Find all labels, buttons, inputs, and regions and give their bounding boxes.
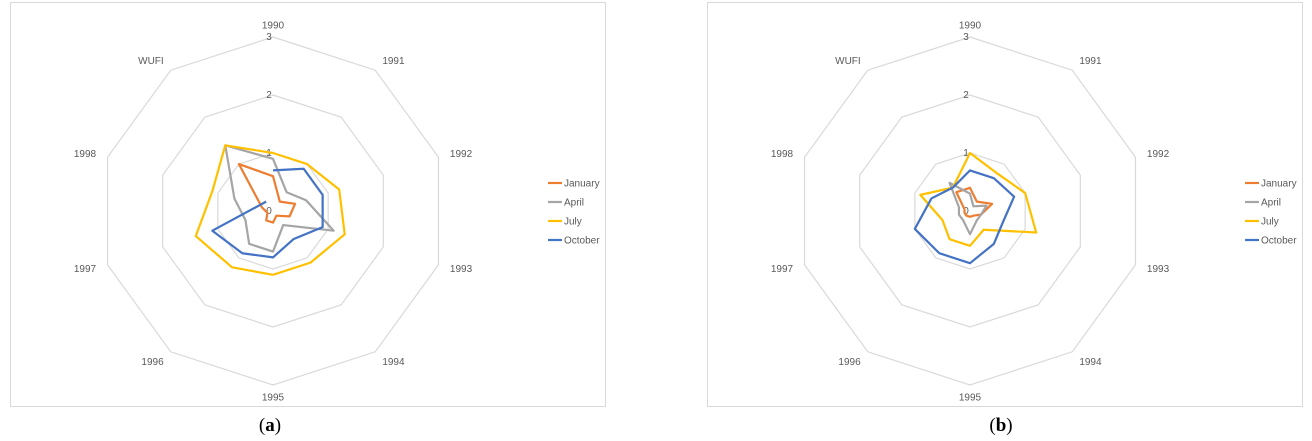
caption-a-open: ( bbox=[258, 415, 266, 436]
grid-ring-3 bbox=[106, 36, 440, 386]
category-label: WUFI bbox=[835, 56, 861, 67]
category-label: WUFI bbox=[138, 56, 164, 67]
series-line-january bbox=[237, 162, 297, 224]
series-line-july bbox=[919, 151, 1038, 247]
series-line-january bbox=[955, 186, 994, 218]
category-label: 1994 bbox=[1079, 357, 1102, 368]
series-line-october bbox=[913, 169, 1016, 265]
category-label: 1992 bbox=[450, 149, 473, 160]
caption-b-open: ( bbox=[989, 415, 996, 436]
legend-label-october: October bbox=[564, 236, 600, 247]
category-label: 1991 bbox=[1079, 56, 1102, 67]
radar-chart-b: 0 1 2 3 1990 1991 1992 1993 1994 1995 1996 1997 1998… bbox=[707, 2, 1303, 407]
series-line-april bbox=[224, 144, 335, 253]
r-tick-label: 0 bbox=[963, 206, 969, 217]
category-label: 1996 bbox=[838, 357, 861, 368]
category-label: 1997 bbox=[771, 264, 794, 275]
category-label: 1990 bbox=[959, 21, 982, 32]
grid-ring-3 bbox=[803, 36, 1137, 386]
legend-label-january: January bbox=[1261, 179, 1297, 190]
grid-ring-2 bbox=[162, 94, 384, 328]
category-label: 1994 bbox=[382, 357, 405, 368]
caption-a: (a) bbox=[230, 415, 310, 437]
radar-chart-a: 0 1 2 3 1990 1991 1992 1993 1994 1995 1996 1997 1998… bbox=[10, 2, 606, 407]
radar-grid bbox=[803, 36, 1137, 386]
category-label: 1997 bbox=[74, 264, 97, 275]
category-label: 1992 bbox=[1147, 149, 1170, 160]
radar-grid bbox=[106, 36, 440, 386]
series-line-october bbox=[211, 167, 324, 259]
r-tick-label: 1 bbox=[963, 148, 969, 159]
caption-b-close: ) bbox=[1006, 415, 1013, 436]
grid-ring-1 bbox=[217, 152, 329, 270]
series-line-july bbox=[194, 144, 346, 276]
legend-label-april: April bbox=[564, 198, 584, 209]
category-label: 1995 bbox=[262, 393, 285, 404]
legend-label-july: July bbox=[564, 217, 582, 228]
legend-label-july: July bbox=[1261, 217, 1279, 228]
caption-a-close: ) bbox=[274, 415, 282, 436]
category-label: 1996 bbox=[141, 357, 164, 368]
category-label: 1995 bbox=[959, 393, 982, 404]
category-label: 1993 bbox=[450, 264, 473, 275]
category-label: 1991 bbox=[382, 56, 405, 67]
r-tick-label: 2 bbox=[963, 90, 969, 101]
grid-ring-1 bbox=[914, 152, 1026, 270]
radar-chart-a-svg: 0123199019911992199319941995199619971998… bbox=[74, 21, 600, 404]
r-tick-label: 2 bbox=[266, 90, 272, 101]
category-label: 1998 bbox=[771, 149, 794, 160]
r-tick-label: 3 bbox=[266, 32, 272, 43]
r-tick-label: 3 bbox=[963, 32, 969, 43]
caption-a-letter: a bbox=[265, 415, 275, 436]
caption-b: (b) bbox=[961, 415, 1041, 437]
legend-label-april: April bbox=[1261, 198, 1281, 209]
caption-b-letter: b bbox=[995, 415, 1007, 436]
category-label: 1998 bbox=[74, 149, 97, 160]
r-tick-label: 0 bbox=[266, 206, 272, 217]
grid-ring-2 bbox=[859, 94, 1081, 328]
legend-label-october: October bbox=[1261, 236, 1297, 247]
category-label: 1990 bbox=[262, 21, 285, 32]
series-line-april bbox=[948, 181, 988, 236]
legend-label-january: January bbox=[564, 179, 600, 190]
category-label: 1993 bbox=[1147, 264, 1170, 275]
